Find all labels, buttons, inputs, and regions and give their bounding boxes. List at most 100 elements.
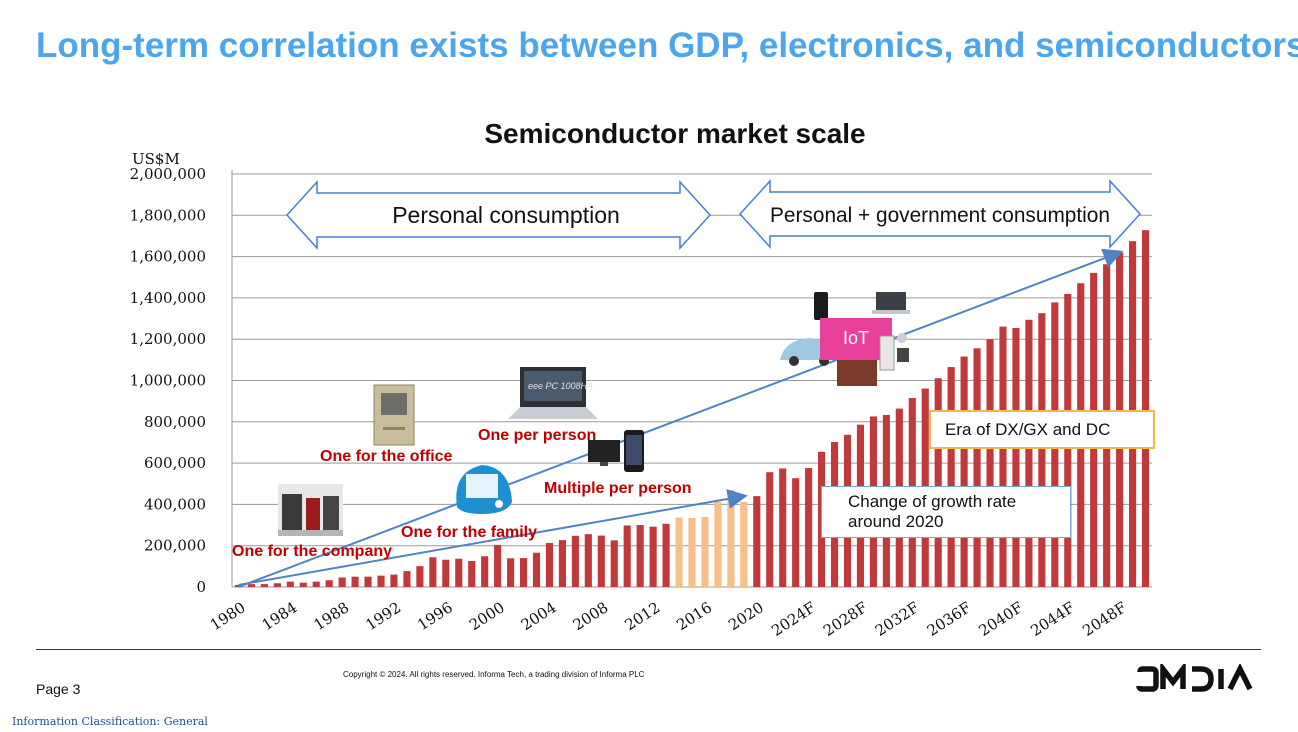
x-tick-label: 1984 — [259, 598, 301, 634]
bar — [519, 558, 528, 587]
y-tick-label: 1,000,000 — [130, 372, 206, 390]
x-tick-label: 2008 — [570, 598, 612, 634]
omdia-logo — [1136, 664, 1253, 692]
y-tick-label: 400,000 — [144, 495, 206, 513]
bar — [545, 543, 554, 587]
annotation-labels: One for the company One for the office One… — [232, 427, 692, 560]
x-tick-label: 2016 — [673, 598, 715, 634]
bar — [377, 575, 385, 587]
device-icons: eee PC 1008HA IoT — [278, 292, 910, 536]
bar — [753, 496, 761, 587]
bar — [442, 559, 450, 587]
growth-change-label: Change of growth rate around 2020 — [821, 486, 1071, 538]
bar — [999, 326, 1007, 587]
home-appliances-icon — [879, 335, 895, 371]
bar — [597, 535, 605, 587]
phase-arrows: Personal consumption Personal + governmen… — [285, 179, 1142, 250]
bar — [455, 558, 463, 587]
bar — [805, 468, 813, 587]
bar — [986, 339, 994, 587]
bar — [779, 468, 787, 587]
bar — [934, 378, 942, 587]
desktop-computer-icon — [373, 384, 415, 446]
y-unit-label: US$M — [132, 150, 180, 168]
x-tick-label: 1980 — [207, 598, 249, 634]
y-tick-label: 1,800,000 — [130, 206, 206, 224]
y-tick-label: 800,000 — [144, 413, 206, 431]
y-axis: 0 200,000 400,000 600,000 800,000 1,000,000 1,… — [130, 150, 206, 596]
y-tick-label: 1,200,000 — [130, 330, 206, 348]
bar — [403, 571, 411, 587]
y-tick-label: 600,000 — [144, 454, 206, 472]
bar — [688, 517, 696, 587]
bar — [649, 526, 657, 587]
laptop-icon — [876, 292, 906, 310]
bar — [1025, 319, 1033, 587]
bar — [1038, 313, 1046, 587]
x-tick-label: 2044F — [1027, 598, 1078, 640]
office-icon — [837, 360, 877, 386]
svg-text:eee PC 1008HA: eee PC 1008HA — [528, 381, 593, 391]
bar — [947, 367, 955, 587]
bar — [714, 501, 722, 587]
bar — [273, 583, 281, 587]
trend-line-early — [238, 489, 748, 586]
laptop-icon: eee PC 1008HA — [508, 367, 598, 419]
label-one-for-company: One for the company — [232, 543, 392, 560]
label-one-for-office: One for the office — [320, 448, 453, 465]
bar — [960, 356, 968, 587]
smartphone-icon — [588, 430, 644, 472]
y-tick-label: 1,600,000 — [130, 248, 206, 266]
x-tick-label: 2004 — [518, 598, 560, 634]
bar — [1012, 328, 1020, 587]
label-multiple-per-person: Multiple per person — [544, 480, 692, 497]
bar — [973, 348, 981, 587]
x-tick-label: 2036F — [924, 598, 975, 640]
bar — [610, 540, 618, 587]
x-tick-label: 2040F — [976, 598, 1027, 640]
bar — [1141, 230, 1150, 587]
bar — [623, 525, 631, 587]
trend-line-long-term — [238, 248, 1124, 588]
smartphone-icon — [814, 292, 828, 320]
bar — [468, 560, 476, 587]
footer-divider — [36, 649, 1261, 650]
bar — [312, 581, 320, 587]
phase-arrow-government — [738, 179, 1142, 249]
iot-label: IoT — [843, 328, 869, 348]
bar — [481, 556, 489, 587]
bar — [662, 523, 670, 587]
television-icon — [588, 440, 620, 462]
x-tick-label: 2020 — [725, 598, 767, 634]
bar — [260, 584, 268, 587]
phase-label-personal: Personal consumption — [392, 202, 620, 228]
classification-text: Information Classification: General — [12, 715, 208, 728]
page-number: Page 3 — [36, 681, 81, 697]
slide-title: Long-term correlation exists between GDP… — [36, 26, 1298, 65]
era-dx-gx-label: Era of DX/GX and DC — [929, 410, 1155, 449]
x-tick-label: 1992 — [362, 598, 404, 634]
bar — [792, 478, 800, 587]
bar — [507, 558, 515, 587]
y-tick-label: 2,000,000 — [130, 165, 206, 183]
bar — [766, 472, 774, 587]
bar — [338, 577, 346, 587]
x-tick-label: 2012 — [621, 598, 663, 634]
x-axis: 1980 1984 1988 1992 1996 2000 2004 2008 2012 2016… — [207, 598, 1130, 640]
bar — [571, 535, 579, 587]
x-tick-label: 1988 — [310, 598, 352, 634]
y-tick-label: 200,000 — [144, 537, 206, 555]
bar — [727, 490, 735, 587]
phase-arrow-personal — [285, 180, 712, 250]
bar — [286, 581, 294, 587]
copyright-text: Copyright © 2024. All rights reserved. I… — [343, 670, 645, 679]
label-one-for-family: One for the family — [401, 524, 537, 541]
bar — [416, 566, 424, 587]
bar — [494, 544, 502, 587]
bar — [532, 552, 541, 587]
y-tick-label: 0 — [196, 578, 206, 596]
bar — [390, 574, 398, 587]
bar — [584, 534, 592, 587]
bar — [701, 516, 709, 587]
bar — [558, 540, 566, 587]
